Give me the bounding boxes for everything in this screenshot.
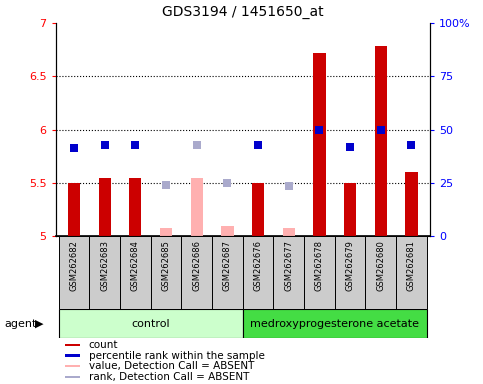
Bar [405, 172, 418, 236]
Point [162, 182, 170, 188]
Bar [151, 236, 181, 309]
Point [346, 144, 354, 150]
Text: GSM262677: GSM262677 [284, 240, 293, 291]
Bar [58, 236, 89, 309]
Bar [181, 236, 212, 309]
Bar [65, 365, 80, 367]
Text: GSM262685: GSM262685 [161, 240, 170, 291]
Point [408, 141, 415, 147]
Bar [65, 376, 80, 378]
Bar [129, 177, 142, 236]
Title: GDS3194 / 1451650_at: GDS3194 / 1451650_at [162, 5, 324, 19]
Text: GSM262676: GSM262676 [254, 240, 263, 291]
Text: GSM262684: GSM262684 [131, 240, 140, 291]
Point [377, 126, 384, 132]
Text: control: control [131, 318, 170, 329]
Text: count: count [89, 340, 118, 350]
Bar [65, 344, 80, 346]
Text: agent: agent [5, 318, 37, 329]
Bar [160, 228, 172, 236]
Point [131, 141, 139, 147]
Bar [99, 177, 111, 236]
Bar [283, 228, 295, 236]
Bar [191, 177, 203, 236]
Bar [304, 236, 335, 309]
Bar [212, 236, 243, 309]
Text: GSM262680: GSM262680 [376, 240, 385, 291]
Point [101, 141, 109, 147]
Bar [58, 309, 243, 338]
Bar [243, 236, 273, 309]
Bar [65, 354, 80, 357]
Text: GSM262687: GSM262687 [223, 240, 232, 291]
Bar [221, 225, 233, 236]
Point [285, 183, 293, 189]
Text: GSM262678: GSM262678 [315, 240, 324, 291]
Text: rank, Detection Call = ABSENT: rank, Detection Call = ABSENT [89, 372, 249, 382]
Text: medroxyprogesterone acetate: medroxyprogesterone acetate [250, 318, 419, 329]
Bar [243, 309, 427, 338]
Text: GSM262679: GSM262679 [346, 240, 355, 291]
Text: percentile rank within the sample: percentile rank within the sample [89, 351, 265, 361]
Point [224, 180, 231, 186]
Text: GSM262682: GSM262682 [70, 240, 78, 291]
Text: GSM262683: GSM262683 [100, 240, 109, 291]
Point [315, 126, 323, 132]
Bar [313, 53, 326, 236]
Point [70, 145, 78, 151]
Bar [68, 183, 80, 236]
Bar [396, 236, 427, 309]
Text: value, Detection Call = ABSENT: value, Detection Call = ABSENT [89, 361, 254, 371]
Text: GSM262686: GSM262686 [192, 240, 201, 291]
Point [254, 141, 262, 147]
Bar [120, 236, 151, 309]
Bar [273, 236, 304, 309]
Bar [344, 183, 356, 236]
Bar [335, 236, 366, 309]
Text: GSM262681: GSM262681 [407, 240, 416, 291]
Text: ▶: ▶ [35, 318, 43, 329]
Point [193, 141, 200, 147]
Bar [366, 236, 396, 309]
Bar [252, 183, 264, 236]
Bar [89, 236, 120, 309]
Bar [375, 46, 387, 236]
